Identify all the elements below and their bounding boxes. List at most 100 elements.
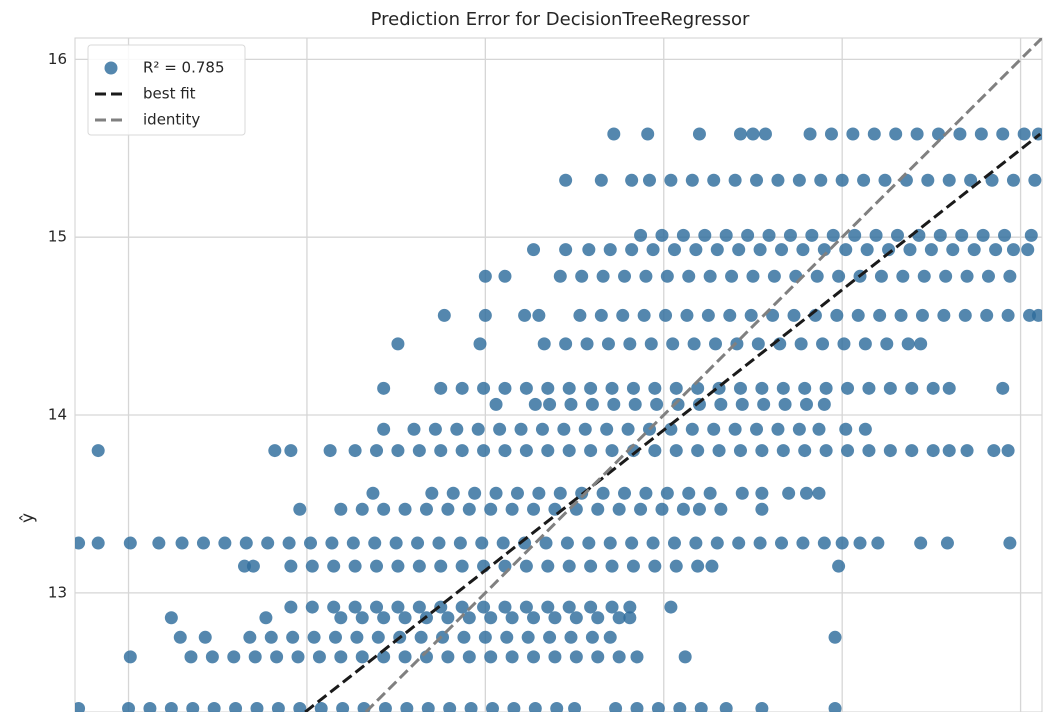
point bbox=[650, 397, 664, 411]
point bbox=[621, 422, 635, 436]
point bbox=[803, 127, 817, 141]
point bbox=[685, 422, 699, 436]
point bbox=[924, 243, 938, 257]
point bbox=[880, 337, 894, 351]
point bbox=[792, 173, 806, 187]
point bbox=[623, 337, 637, 351]
point bbox=[912, 228, 926, 242]
point bbox=[514, 422, 528, 436]
point bbox=[478, 308, 492, 322]
point bbox=[687, 337, 701, 351]
chart-title: Prediction Error for DecisionTreeRegress… bbox=[371, 9, 750, 30]
point bbox=[676, 228, 690, 242]
point bbox=[771, 173, 785, 187]
point bbox=[1001, 444, 1015, 458]
point bbox=[434, 444, 448, 458]
point bbox=[377, 611, 391, 625]
point bbox=[477, 444, 491, 458]
point bbox=[591, 502, 605, 516]
point bbox=[412, 600, 426, 614]
point bbox=[817, 243, 831, 257]
point bbox=[493, 422, 507, 436]
point bbox=[862, 381, 876, 395]
point bbox=[518, 308, 532, 322]
point bbox=[921, 173, 935, 187]
point bbox=[917, 269, 931, 283]
point bbox=[701, 308, 715, 322]
point bbox=[348, 444, 362, 458]
point bbox=[732, 243, 746, 257]
point bbox=[735, 486, 749, 500]
point bbox=[1017, 127, 1031, 141]
point bbox=[535, 422, 549, 436]
point bbox=[557, 422, 571, 436]
point bbox=[541, 381, 555, 395]
point bbox=[755, 701, 769, 712]
point bbox=[680, 308, 694, 322]
point bbox=[639, 269, 653, 283]
point bbox=[594, 173, 608, 187]
point bbox=[485, 701, 499, 712]
point bbox=[628, 397, 642, 411]
point bbox=[419, 502, 433, 516]
point bbox=[152, 536, 166, 550]
y-tick-label: 14 bbox=[48, 406, 67, 424]
point bbox=[314, 701, 328, 712]
point bbox=[605, 381, 619, 395]
point bbox=[475, 536, 489, 550]
point bbox=[284, 559, 298, 573]
point bbox=[625, 243, 639, 257]
point bbox=[858, 422, 872, 436]
point bbox=[284, 444, 298, 458]
point bbox=[334, 650, 348, 664]
point bbox=[584, 381, 598, 395]
point bbox=[391, 600, 405, 614]
point bbox=[776, 381, 790, 395]
point bbox=[398, 502, 412, 516]
point bbox=[618, 486, 632, 500]
point bbox=[812, 486, 826, 500]
point bbox=[953, 127, 967, 141]
point bbox=[564, 630, 578, 644]
point bbox=[391, 559, 405, 573]
point bbox=[484, 611, 498, 625]
point bbox=[942, 173, 956, 187]
point bbox=[143, 701, 157, 712]
point bbox=[500, 630, 514, 644]
point bbox=[575, 269, 589, 283]
point bbox=[883, 444, 897, 458]
point bbox=[605, 444, 619, 458]
point bbox=[932, 127, 946, 141]
point bbox=[750, 173, 764, 187]
point bbox=[377, 650, 391, 664]
point bbox=[284, 600, 298, 614]
point bbox=[826, 228, 840, 242]
point bbox=[894, 308, 908, 322]
point bbox=[910, 127, 924, 141]
point bbox=[960, 444, 974, 458]
point bbox=[667, 243, 681, 257]
point bbox=[980, 308, 994, 322]
point bbox=[816, 337, 830, 351]
marks bbox=[75, 38, 1042, 712]
point bbox=[591, 650, 605, 664]
point bbox=[334, 502, 348, 516]
point bbox=[725, 269, 739, 283]
point bbox=[719, 228, 733, 242]
point bbox=[776, 444, 790, 458]
point bbox=[304, 536, 318, 550]
point bbox=[942, 444, 956, 458]
point bbox=[830, 308, 844, 322]
point bbox=[489, 486, 503, 500]
point bbox=[173, 630, 187, 644]
point bbox=[869, 228, 883, 242]
point bbox=[412, 559, 426, 573]
point bbox=[703, 486, 717, 500]
point bbox=[862, 444, 876, 458]
point bbox=[421, 701, 435, 712]
point bbox=[691, 559, 705, 573]
point bbox=[521, 630, 535, 644]
point bbox=[707, 422, 721, 436]
line bbox=[304, 132, 1042, 712]
y-axis-label: ŷ bbox=[18, 513, 38, 523]
